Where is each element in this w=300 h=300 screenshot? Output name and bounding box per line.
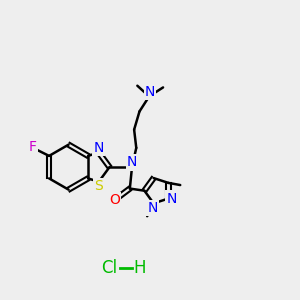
Text: N: N: [167, 191, 177, 206]
Text: N: N: [127, 155, 137, 170]
Text: Cl: Cl: [101, 259, 117, 277]
Text: S: S: [94, 179, 103, 194]
Text: N: N: [94, 141, 104, 155]
Text: N: N: [147, 201, 158, 214]
Text: H: H: [133, 259, 146, 277]
Text: O: O: [110, 194, 120, 207]
Text: N: N: [145, 85, 155, 99]
Text: F: F: [29, 140, 37, 154]
